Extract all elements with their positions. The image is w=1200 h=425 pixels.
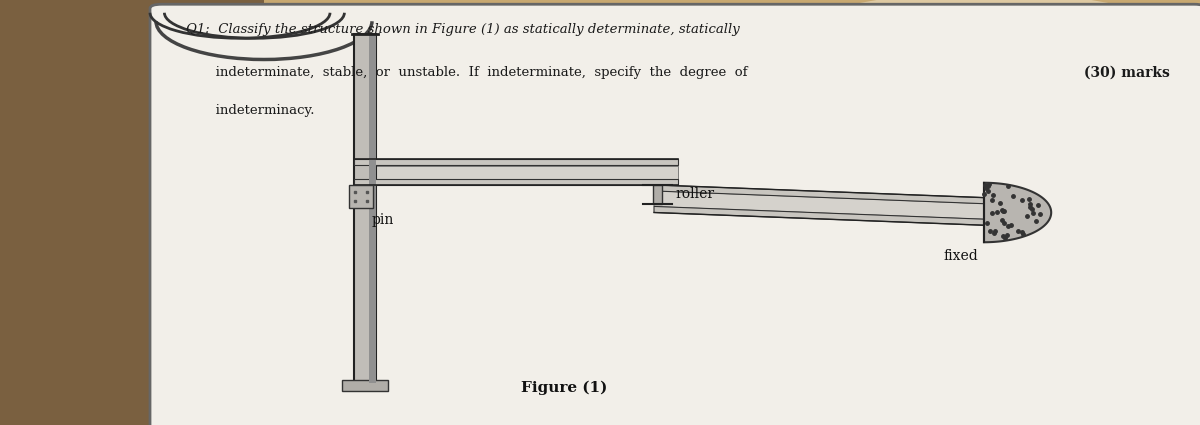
Bar (342, 380, 388, 391)
Text: roller: roller (676, 187, 715, 201)
Text: pin: pin (372, 212, 395, 227)
FancyBboxPatch shape (150, 4, 1200, 425)
Bar (264, 0, 1200, 425)
Polygon shape (654, 207, 984, 225)
Text: fixed: fixed (943, 249, 978, 263)
Polygon shape (984, 183, 1051, 242)
Polygon shape (654, 191, 984, 219)
Polygon shape (654, 185, 984, 204)
Bar (354, 34, 376, 382)
Bar (354, 179, 678, 185)
Ellipse shape (684, 0, 1200, 246)
Bar (653, 185, 662, 204)
Bar (370, 34, 376, 382)
Text: Q1:  Classify the structure shown in Figure (1) as statically determinate, stati: Q1: Classify the structure shown in Figu… (186, 23, 739, 37)
Bar (354, 166, 678, 178)
Text: indeterminacy.: indeterminacy. (186, 104, 314, 117)
Bar (0, 0, 264, 425)
Text: indeterminate,  stable,  or  unstable.  If  indeterminate,  specify  the  degree: indeterminate, stable, or unstable. If i… (186, 66, 748, 79)
Bar (349, 185, 373, 208)
Text: Figure (1): Figure (1) (521, 381, 607, 395)
Bar (354, 159, 678, 165)
Text: (30) marks: (30) marks (1084, 66, 1170, 80)
